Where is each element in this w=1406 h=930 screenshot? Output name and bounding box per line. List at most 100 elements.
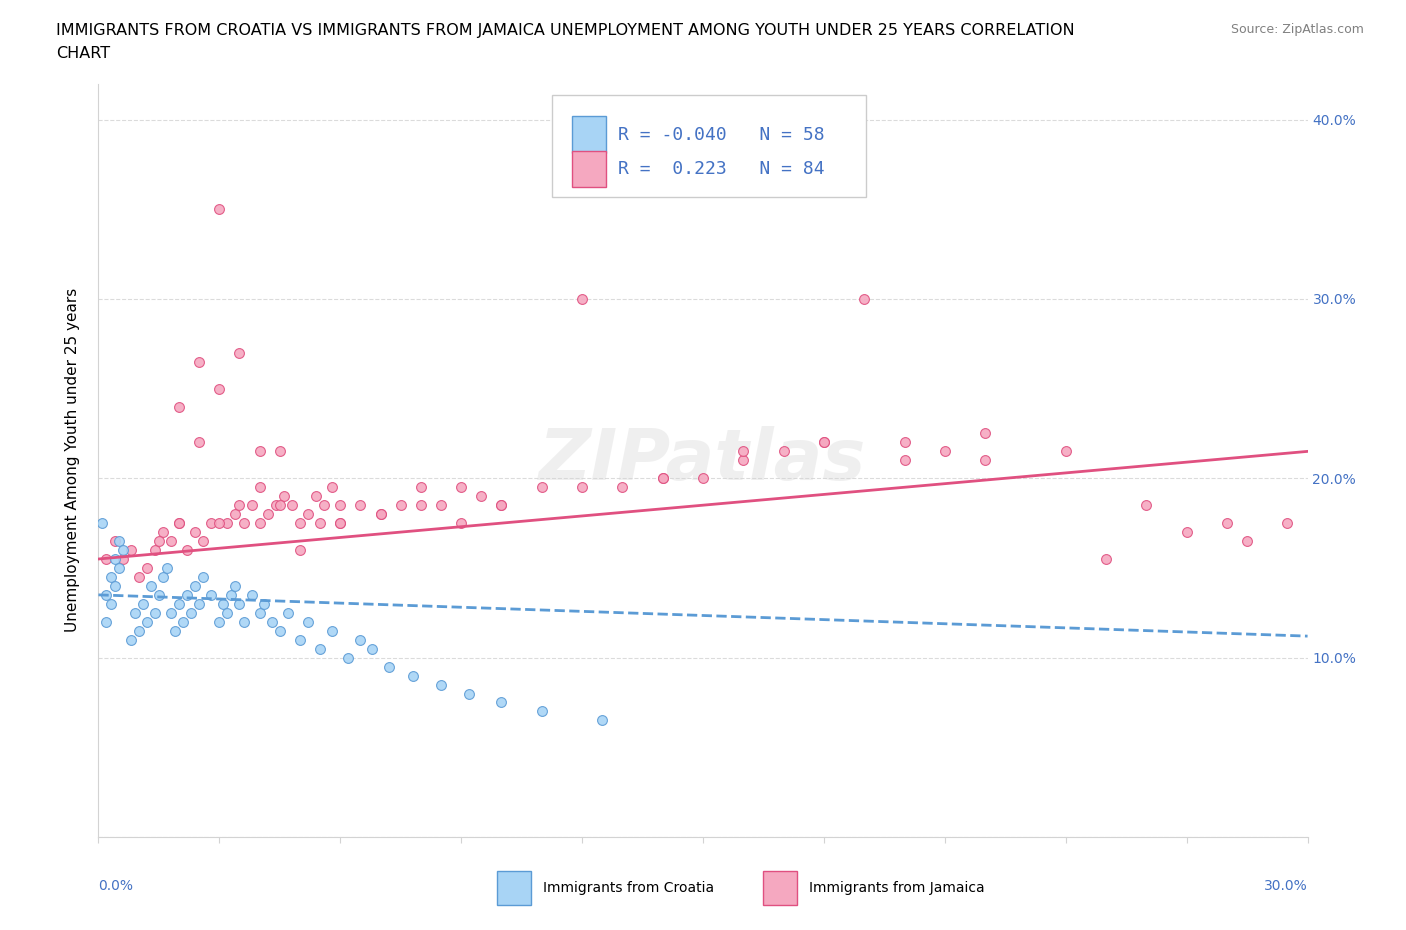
Point — [1277, 515, 1299, 530]
Point — [1216, 515, 1239, 530]
Point — [329, 515, 352, 530]
Point — [232, 515, 254, 530]
Point — [321, 623, 343, 638]
Point — [193, 534, 215, 549]
Point — [167, 399, 190, 414]
Point — [470, 489, 492, 504]
Point — [458, 686, 481, 701]
Point — [491, 498, 513, 512]
Point — [163, 623, 186, 638]
Point — [120, 542, 142, 557]
Point — [188, 435, 211, 450]
Point — [212, 596, 235, 611]
Point — [329, 498, 352, 512]
Point — [96, 588, 118, 603]
Point — [176, 588, 198, 603]
Point — [208, 515, 231, 530]
Point — [974, 453, 997, 468]
Point — [1236, 534, 1258, 549]
Point — [288, 542, 311, 557]
Point — [152, 525, 174, 539]
Point — [277, 605, 299, 620]
Point — [249, 444, 271, 458]
Point — [612, 480, 634, 495]
Point — [430, 498, 453, 512]
Point — [193, 569, 215, 584]
Point — [103, 534, 125, 549]
Point — [135, 561, 157, 576]
Point — [772, 444, 794, 458]
Point — [329, 515, 352, 530]
Point — [377, 659, 399, 674]
Point — [184, 578, 207, 593]
Point — [167, 515, 190, 530]
Point — [224, 507, 246, 522]
Point — [249, 605, 271, 620]
Point — [349, 498, 371, 512]
Point — [167, 515, 190, 530]
Point — [107, 534, 129, 549]
Point — [491, 498, 513, 512]
Point — [1054, 444, 1077, 458]
Point — [228, 596, 250, 611]
Point — [370, 507, 392, 522]
Point — [337, 650, 360, 665]
Point — [361, 642, 384, 657]
Point — [124, 605, 146, 620]
Point — [160, 534, 183, 549]
Point — [1135, 498, 1157, 512]
Point — [402, 668, 425, 683]
Point — [813, 435, 835, 450]
Point — [297, 507, 319, 522]
Point — [103, 551, 125, 566]
Point — [228, 345, 250, 360]
Text: Immigrants from Croatia: Immigrants from Croatia — [543, 882, 714, 896]
Text: 0.0%: 0.0% — [98, 879, 134, 893]
Point — [314, 498, 336, 512]
Point — [974, 426, 997, 441]
Point — [450, 480, 472, 495]
Point — [733, 444, 755, 458]
Point — [100, 569, 122, 584]
Point — [430, 677, 453, 692]
Text: CHART: CHART — [56, 46, 110, 61]
Point — [491, 695, 513, 710]
Point — [288, 515, 311, 530]
Point — [111, 551, 134, 566]
Point — [934, 444, 956, 458]
Text: Source: ZipAtlas.com: Source: ZipAtlas.com — [1230, 23, 1364, 36]
Point — [591, 713, 613, 728]
Point — [135, 615, 157, 630]
Point — [1175, 525, 1198, 539]
Point — [853, 291, 876, 306]
Point — [305, 489, 328, 504]
Point — [571, 291, 593, 306]
Point — [240, 588, 263, 603]
Point — [893, 453, 915, 468]
Point — [120, 632, 142, 647]
Point — [249, 480, 271, 495]
Point — [733, 453, 755, 468]
Point — [281, 498, 304, 512]
Point — [107, 561, 129, 576]
Point — [389, 498, 412, 512]
FancyBboxPatch shape — [572, 116, 606, 153]
FancyBboxPatch shape — [572, 152, 606, 188]
Point — [180, 605, 202, 620]
Point — [651, 471, 673, 485]
Point — [160, 605, 183, 620]
Point — [260, 615, 283, 630]
Point — [128, 569, 150, 584]
Point — [273, 489, 295, 504]
Point — [450, 515, 472, 530]
Point — [571, 480, 593, 495]
Point — [349, 632, 371, 647]
Point — [409, 480, 432, 495]
Point — [269, 623, 291, 638]
Text: 30.0%: 30.0% — [1264, 879, 1308, 893]
Point — [256, 507, 278, 522]
Text: R = -0.040   N = 58: R = -0.040 N = 58 — [619, 126, 825, 143]
Point — [269, 498, 291, 512]
Point — [813, 435, 835, 450]
Point — [188, 596, 211, 611]
